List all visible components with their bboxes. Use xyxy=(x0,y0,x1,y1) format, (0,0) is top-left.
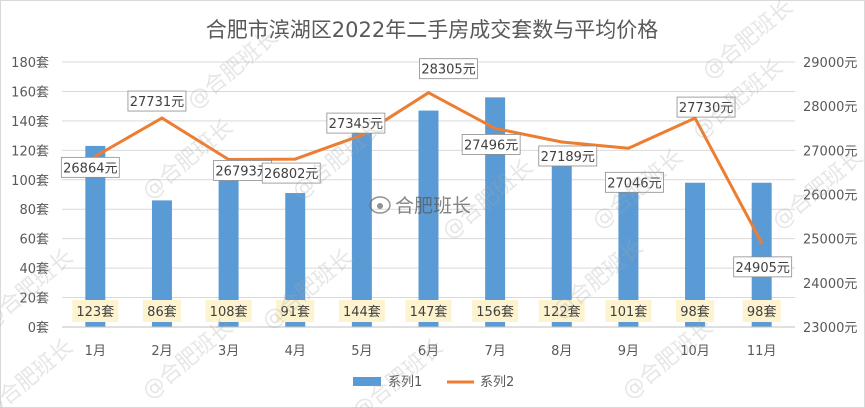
bar-data-label: 91套 xyxy=(280,304,310,320)
center-watermark: 合肥班长 xyxy=(369,195,471,217)
weibo-logo-icon xyxy=(369,196,391,214)
line-data-label: 28305元 xyxy=(421,63,475,78)
line-data-label: 27731元 xyxy=(130,95,184,110)
y-left-tick-label: 0套 xyxy=(28,320,49,336)
y-right-tick-label: 25000元 xyxy=(803,233,857,248)
line-point xyxy=(560,140,564,144)
bar-data-label: 98套 xyxy=(747,304,777,320)
bar-1 xyxy=(85,145,106,327)
y-left-tick-label: 160套 xyxy=(11,84,49,100)
weibo-logo-eye-icon xyxy=(377,203,383,209)
y-left-tick-label: 180套 xyxy=(11,55,49,71)
legend-label: 系列1 xyxy=(388,375,422,390)
line-data-label: 27046元 xyxy=(607,176,661,191)
bar-2 xyxy=(151,200,172,327)
line-point xyxy=(427,91,430,95)
line-data-label: 26793元 xyxy=(215,164,269,179)
line-label-box xyxy=(733,256,793,278)
line-point xyxy=(493,126,497,130)
bar-9 xyxy=(618,178,639,327)
line-label-box xyxy=(605,171,664,193)
bar-data-label: 108套 xyxy=(210,304,248,320)
y-left-tick-label: 140套 xyxy=(11,114,49,130)
x-tick-label: 6月 xyxy=(418,344,439,359)
line-data-label: 27730元 xyxy=(679,101,733,116)
y-right-tick-label: 23000元 xyxy=(803,321,857,336)
line-label-box xyxy=(326,112,386,134)
bar-label-bg xyxy=(72,300,119,322)
bar-6 xyxy=(418,110,439,327)
bar-label-bg xyxy=(605,300,652,322)
line-label-box xyxy=(676,96,736,118)
legend-label: 系列2 xyxy=(480,375,514,390)
line-data-label: 27496元 xyxy=(464,138,518,153)
x-tick-label: 4月 xyxy=(285,344,306,359)
x-tick-label: 10月 xyxy=(680,344,710,359)
y-right-tick-label: 24000元 xyxy=(803,277,857,292)
line-data-label: 26802元 xyxy=(264,167,318,182)
bar-data-label: 101套 xyxy=(609,304,647,320)
line-point xyxy=(626,146,630,150)
y-right-tick-label: 29000元 xyxy=(803,56,857,71)
bar-4 xyxy=(285,193,306,327)
bar-label-bg xyxy=(205,300,252,322)
y-right-tick-label: 27000元 xyxy=(803,144,857,159)
y-left-tick-label: 40套 xyxy=(19,261,49,277)
line-label-box xyxy=(419,58,478,80)
line-label-box xyxy=(538,145,598,167)
x-tick-label: 11月 xyxy=(747,344,777,359)
bar-data-label: 123套 xyxy=(76,304,114,320)
legend-swatch-bar xyxy=(353,377,381,386)
chart-title: 合肥市滨湖区2022年二手房成交套数与平均价格 xyxy=(206,18,658,42)
bar-label-bg xyxy=(405,300,452,322)
bar-label-bg xyxy=(538,300,585,322)
x-tick-label: 3月 xyxy=(218,344,239,359)
bar-5 xyxy=(351,115,372,327)
line-point xyxy=(360,133,364,137)
line-label-box xyxy=(461,134,521,155)
line-label-box xyxy=(60,156,120,178)
line-data-label: 24905元 xyxy=(736,261,790,276)
x-tick-label: 9月 xyxy=(618,344,639,359)
line-data-label: 27189元 xyxy=(541,150,595,165)
bar-label-bg xyxy=(742,300,781,322)
bar-data-label: 147套 xyxy=(410,304,448,320)
y-left-tick-label: 100套 xyxy=(11,173,49,189)
bar-data-label: 144套 xyxy=(343,304,381,320)
bar-3 xyxy=(218,168,239,327)
line-label-box xyxy=(127,90,187,112)
bar-label-bg xyxy=(142,300,181,322)
line-point xyxy=(760,241,764,245)
bar-data-label: 156套 xyxy=(476,304,514,320)
bar-label-bg xyxy=(472,300,519,322)
bar-data-label: 122套 xyxy=(543,304,581,320)
y-left-tick-label: 60套 xyxy=(19,232,49,248)
line-label-box xyxy=(261,162,321,184)
x-tick-label: 1月 xyxy=(85,344,106,359)
bar-label-bg xyxy=(338,300,385,322)
x-tick-label: 5月 xyxy=(351,344,372,359)
bar-label-bg xyxy=(276,300,315,322)
bar-11 xyxy=(751,182,772,327)
bar-label-bg xyxy=(676,300,715,322)
y-right-tick-label: 26000元 xyxy=(803,189,857,204)
bar-data-label: 98套 xyxy=(680,304,710,320)
x-tick-label: 7月 xyxy=(484,344,505,359)
bar-data-label: 86套 xyxy=(147,304,177,320)
line-data-label: 26864元 xyxy=(63,161,117,176)
line-point xyxy=(293,157,297,161)
line-point xyxy=(160,116,164,120)
bar-8 xyxy=(551,147,572,327)
line-data-label: 27345元 xyxy=(329,117,383,132)
center-watermark-text: 合肥班长 xyxy=(395,195,471,217)
y-left-tick-label: 20套 xyxy=(19,291,49,307)
x-tick-label: 2月 xyxy=(151,344,172,359)
y-right-tick-label: 28000元 xyxy=(803,100,857,115)
y-left-tick-label: 120套 xyxy=(11,143,49,159)
bar-10 xyxy=(685,182,706,327)
y-left-tick-label: 80套 xyxy=(19,202,49,218)
x-tick-label: 8月 xyxy=(551,344,572,359)
